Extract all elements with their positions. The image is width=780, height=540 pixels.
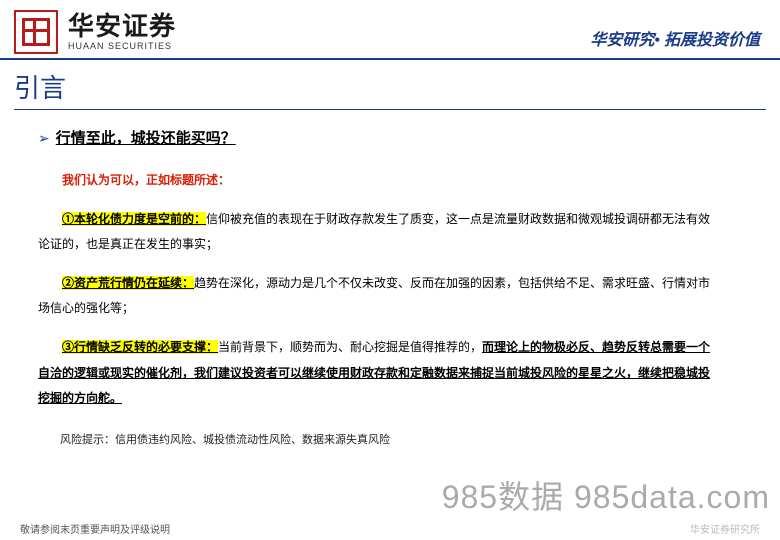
para-3-plain: 当前背景下，顺势而为、耐心挖掘是值得推荐的， <box>218 340 482 354</box>
header: 华安证券 HUAAN SECURITIES 华安研究• 拓展投资价值 <box>0 0 780 58</box>
intro-text: 我们认为可以，正如标题所述： <box>38 168 720 193</box>
question-line: ➢ 行情至此，城投还能买吗？ <box>38 124 720 156</box>
section-title-wrap: 引言 <box>0 60 780 110</box>
logo-en: HUAAN SECURITIES <box>68 42 176 51</box>
logo-cn: 华安证券 <box>68 14 176 40</box>
logo-text: 华安证券 HUAAN SECURITIES <box>68 14 176 51</box>
question-text: 行情至此，城投还能买吗？ <box>56 124 236 156</box>
para-1-highlight: ①本轮化债力度是空前的： <box>62 212 206 226</box>
logo-block: 华安证券 HUAAN SECURITIES <box>14 10 176 54</box>
section-title: 引言 <box>14 68 766 105</box>
para-3: ③行情缺乏反转的必要支撑：当前背景下，顺势而为、耐心挖掘是值得推荐的，而理论上的… <box>38 335 720 411</box>
chevron-icon: ➢ <box>38 125 50 154</box>
risk-note: 风险提示：信用债违约风险、城投债流动性风险、数据来源失真风险 <box>38 429 720 452</box>
para-2: ②资产荒行情仍在延续：趋势在深化，源动力是几个不仅未改变、反而在加强的因素，包括… <box>38 271 720 321</box>
body: ➢ 行情至此，城投还能买吗？ 我们认为可以，正如标题所述： ①本轮化债力度是空前… <box>0 110 780 452</box>
para-1: ①本轮化债力度是空前的：信仰被充值的表现在于财政存款发生了质变，这一点是流量财政… <box>38 207 720 257</box>
para-2-highlight: ②资产荒行情仍在延续： <box>62 276 194 290</box>
watermark: 985数据 985data.com <box>442 472 770 518</box>
logo-icon <box>14 10 58 54</box>
tagline: 华安研究• 拓展投资价值 <box>590 26 760 54</box>
footer: 敬请参阅末页重要声明及评级说明 华安证券研究所 <box>0 521 780 536</box>
footer-right: 华安证券研究所 <box>690 521 760 536</box>
footer-left: 敬请参阅末页重要声明及评级说明 <box>20 521 170 536</box>
para-3-highlight: ③行情缺乏反转的必要支撑： <box>62 340 218 354</box>
